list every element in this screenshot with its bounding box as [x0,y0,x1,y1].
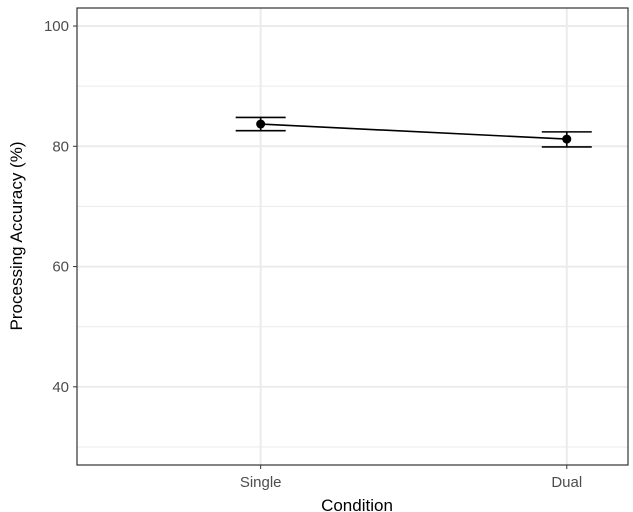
panel-border [76,7,629,466]
panel-background [77,8,628,465]
x-tick-label: Dual [551,474,582,491]
y-axis-title: Processing Accuracy (%) [7,142,26,331]
series-line [260,123,567,140]
panel [77,8,628,465]
y-tick-label: 80 [52,138,69,155]
marks [235,116,592,148]
x-tick-label: Single [240,474,282,491]
y-tick-label: 60 [52,259,69,276]
data-point [562,134,572,144]
y-tick-label: 100 [44,18,69,35]
x-axis-title: Condition [321,496,393,512]
data-point [256,119,266,129]
grid [77,8,628,465]
y-tick-label: 40 [52,379,69,396]
axes: 40 60 80 100 Single Dual [44,18,582,491]
